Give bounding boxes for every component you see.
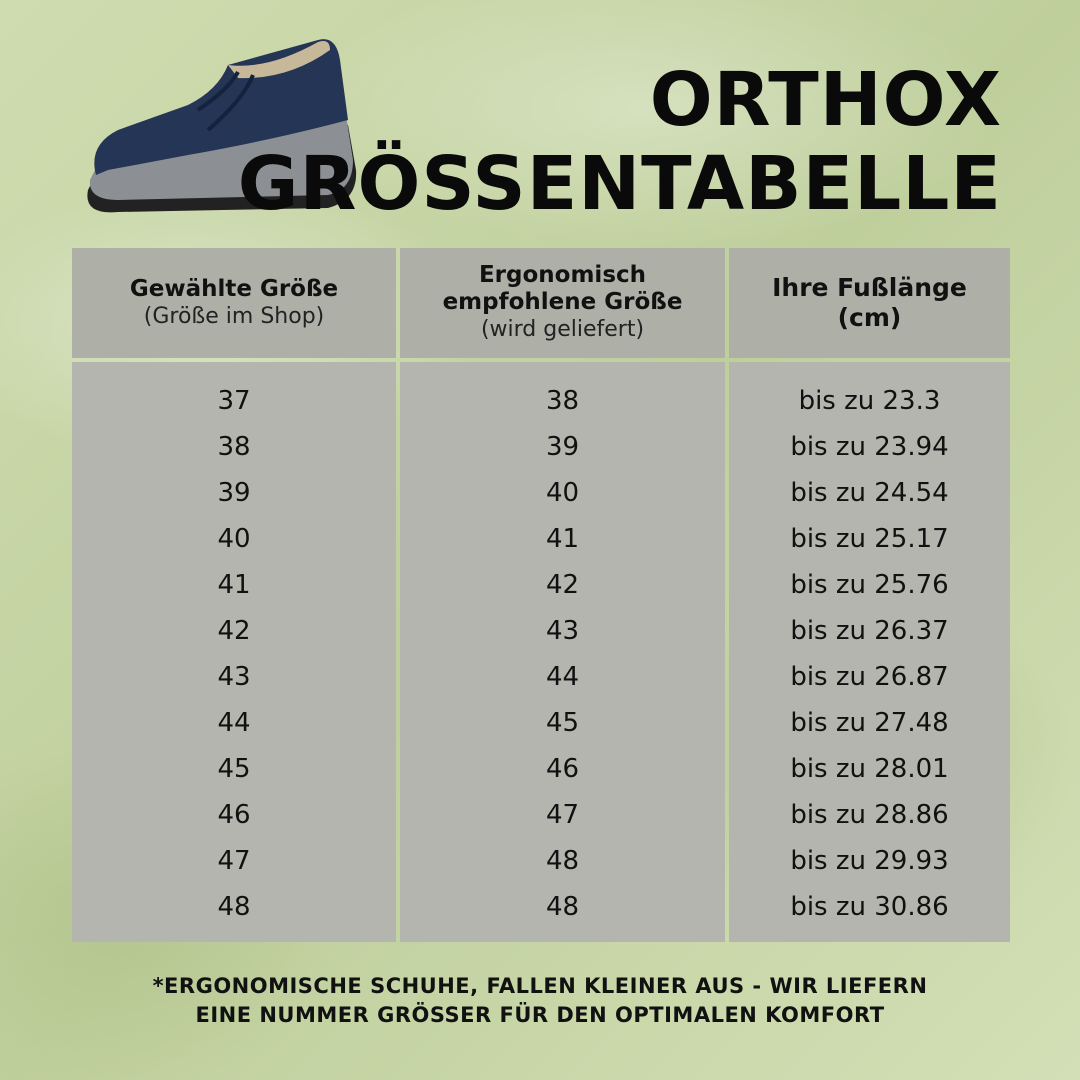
shoe-image xyxy=(87,39,357,213)
chart-title: GRÖSSENTABELLE xyxy=(237,141,1002,227)
table-cell: 37 xyxy=(217,386,251,416)
table-cell: 41 xyxy=(545,524,580,554)
table-cell: 47 xyxy=(217,846,251,876)
table-cell: 41 xyxy=(217,570,251,600)
table-cell: bis zu 26.37 xyxy=(790,616,949,646)
table-cell: 38 xyxy=(545,386,580,416)
table-cell: bis zu 24.54 xyxy=(790,478,949,508)
header-label: Gewählte Größe xyxy=(129,275,339,302)
column-selected-size: 37 38 39 40 41 42 43 44 45 46 47 48 xyxy=(72,362,396,942)
table-cell: 46 xyxy=(545,754,580,784)
table-cell: 48 xyxy=(545,892,580,922)
table-cell: 42 xyxy=(217,616,251,646)
table-cell: 44 xyxy=(217,708,251,738)
table-cell: bis zu 28.86 xyxy=(790,800,949,830)
table-cell: bis zu 25.17 xyxy=(790,524,949,554)
table-cell: 45 xyxy=(217,754,251,784)
table-cell: 40 xyxy=(217,524,251,554)
table-cell: 48 xyxy=(217,892,251,922)
column-foot-length: bis zu 23.3 bis zu 23.94 bis zu 24.54 bis z… xyxy=(729,362,1010,942)
table-cell: bis zu 23.94 xyxy=(790,432,949,462)
footnote-line: *ERGONOMISCHE SCHUHE, FALLEN KLEINER AUS… xyxy=(152,974,928,998)
column-recommended-size: 38 39 40 41 42 43 44 45 46 47 48 48 xyxy=(400,362,725,942)
table-cell: 43 xyxy=(217,662,251,692)
brand-name: ORTHOX xyxy=(649,57,1002,143)
table-cell: 38 xyxy=(217,432,251,462)
table-cell: 39 xyxy=(545,432,580,462)
table-cell: bis zu 28.01 xyxy=(790,754,949,784)
header-sublabel: (Größe im Shop) xyxy=(143,303,325,329)
table-cell: 48 xyxy=(545,846,580,876)
header-label: Ihre Fußlänge (cm) xyxy=(772,273,967,332)
table-cell: bis zu 23.3 xyxy=(798,386,941,416)
table-cell: bis zu 26.87 xyxy=(790,662,949,692)
footnote-line: EINE NUMMER GRÖSSER FÜR DEN OPTIMALEN KO… xyxy=(195,1003,885,1027)
header-selected-size: Gewählte Größe (Größe im Shop) xyxy=(72,248,396,358)
table-cell: 43 xyxy=(545,616,580,646)
header-foot-length: Ihre Fußlänge (cm) xyxy=(729,248,1010,358)
table-cell: 47 xyxy=(545,800,580,830)
header-label: Ergonomisch empfohlene Größe xyxy=(442,262,683,315)
size-table: Gewählte Größe (Größe im Shop) Ergonomis… xyxy=(72,248,1010,942)
footnote: *ERGONOMISCHE SCHUHE, FALLEN KLEINER AUS… xyxy=(0,972,1080,1030)
table-cell: 40 xyxy=(545,478,580,508)
table-cell: bis zu 29.93 xyxy=(790,846,949,876)
table-cell: 42 xyxy=(545,570,580,600)
table-cell: 44 xyxy=(545,662,580,692)
table-cell: 39 xyxy=(217,478,251,508)
header-recommended-size: Ergonomisch empfohlene Größe (wird gelie… xyxy=(400,248,725,358)
header-sublabel: (wird geliefert) xyxy=(480,317,645,342)
table-cell: bis zu 30.86 xyxy=(790,892,949,922)
table-cell: bis zu 25.76 xyxy=(790,570,949,600)
table-cell: bis zu 27.48 xyxy=(790,708,949,738)
table-cell: 46 xyxy=(217,800,251,830)
page-title: ORTHOX GRÖSSENTABELLE xyxy=(238,58,1002,226)
table-cell: 45 xyxy=(545,708,580,738)
